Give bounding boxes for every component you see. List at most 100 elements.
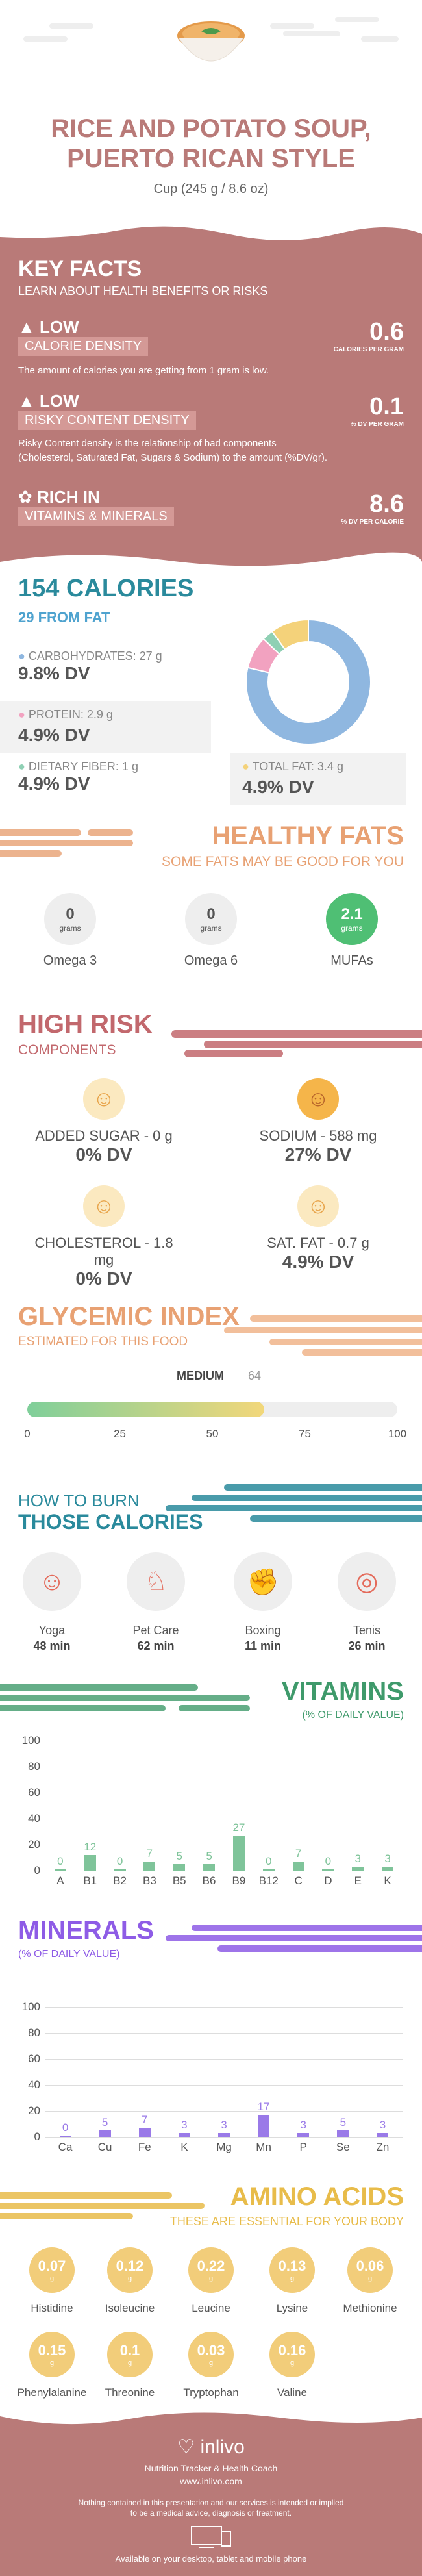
fat-dot-icon: ● <box>242 760 249 773</box>
donut-slice-carbs <box>245 618 371 745</box>
minerals-subtitle: (% OF DAILY VALUE) <box>18 1949 120 1960</box>
y-tick-label: 0 <box>34 2130 40 2143</box>
activity-time: 48 min <box>33 1639 71 1652</box>
footer-url[interactable]: www.inlivo.com <box>180 2476 242 2486</box>
fact-unit: % DV PER GRAM <box>350 421 404 428</box>
amino-bubble: 0.15 g <box>29 2332 75 2377</box>
smile-icon: ☺ <box>297 1078 339 1120</box>
fat-bubble: 0 grams <box>185 893 237 945</box>
activity-name: Yoga <box>38 1624 66 1637</box>
activity-time: 62 min <box>137 1639 175 1652</box>
fat-value: 0 <box>66 905 75 923</box>
risk-dv: 27% DV <box>284 1144 352 1165</box>
fact-desc: The amount of calories you are getting f… <box>18 365 269 376</box>
risk-dv: 4.9% DV <box>282 1252 354 1272</box>
amino-bubble: 0.22 g <box>188 2247 234 2293</box>
x-tick-label: B12 <box>258 1875 279 1887</box>
burn-title2: THOSE CALORIES <box>18 1510 203 1534</box>
bar-zn <box>377 2133 389 2137</box>
fat-value: 2.1 <box>341 905 363 923</box>
stripe-decoration <box>0 829 133 857</box>
leaf-icon: ✿ <box>18 487 32 507</box>
stripe-decoration <box>171 1030 422 1057</box>
fat-dv: 4.9% DV <box>242 777 314 797</box>
fat-name: Omega 3 <box>43 953 97 968</box>
glycemic-value: 64 <box>248 1369 262 1382</box>
bar-a <box>54 1869 66 1871</box>
risk-label: SAT. FAT - 0.7 g <box>267 1235 369 1251</box>
glycemic-track <box>27 1402 397 1417</box>
bar-value-label: 0 <box>57 1855 64 1867</box>
risk-sodium: ☺ SODIUM - 588 mg 27% DV <box>240 1078 396 1165</box>
bar-value-label: 3 <box>354 1852 361 1865</box>
bar-ca <box>59 2136 71 2137</box>
glycemic-fill <box>27 1402 264 1417</box>
fact-name: CALORIE DENSITY <box>18 337 149 356</box>
bar-value-label: 17 <box>257 2101 270 2113</box>
fact-value: 8.6 <box>369 490 404 518</box>
fact-vitamins: ✿ RICH IN VITAMINS & MINERALS <box>18 487 174 526</box>
burn-title1: HOW TO BURN <box>18 1491 140 1510</box>
carbs-label: CARBOHYDRATES: 27 g <box>28 650 162 663</box>
healthy-fats-title: HEALTHY FATS <box>212 822 404 850</box>
fact-value: 0.1 <box>369 393 404 420</box>
risk-cholesterol: ☺ CHOLESTEROL - 1.8 mg 0% DV <box>26 1185 182 1289</box>
protein-dot-icon: ● <box>18 708 25 721</box>
fact-unit: % DV PER CALORIE <box>341 518 404 525</box>
amino-bubble: 0.12 g <box>107 2247 153 2293</box>
fact-level: LOW <box>39 317 79 336</box>
glycemic-level: MEDIUM <box>177 1369 224 1382</box>
y-tick-label: 80 <box>28 2027 40 2039</box>
gridline <box>45 2137 403 2138</box>
glycemic-subtitle: ESTIMATED FOR THIS FOOD <box>18 1335 188 1348</box>
amino-value: 0.1 <box>119 2342 140 2358</box>
heart-icon: ♡ <box>177 2436 195 2458</box>
smile-icon: ☺ <box>83 1185 125 1227</box>
page-title-line1: RICE AND POTATO SOUP, <box>51 114 371 143</box>
y-tick-label: 20 <box>28 2104 40 2117</box>
bar-k <box>382 1867 394 1871</box>
calories-title: 154 CALORIES <box>18 575 194 602</box>
fiber-dot-icon: ● <box>18 760 25 773</box>
amino-bubble: 0.03 g <box>188 2332 234 2377</box>
bar-value-label: 12 <box>84 1841 97 1853</box>
amino-bubble: 0.16 g <box>269 2332 315 2377</box>
x-tick-label: C <box>294 1875 303 1887</box>
amino-name: Methionine <box>343 2302 397 2314</box>
bar-value-label: 7 <box>295 1847 302 1860</box>
bar-value-label: 7 <box>142 2114 148 2126</box>
carbs-dv: 9.8% DV <box>18 663 90 683</box>
wave-bottom <box>0 552 422 575</box>
bar-d <box>322 1869 334 1871</box>
calories-from-fat: 29 FROM FAT <box>18 609 110 625</box>
key-facts-subtitle: LEARN ABOUT HEALTH BENEFITS OR RISKS <box>18 284 268 297</box>
fact-level: LOW <box>39 391 79 410</box>
amino-subtitle: THESE ARE ESSENTIAL FOR YOUR BODY <box>169 2215 404 2228</box>
amino-name: Histidine <box>31 2302 73 2314</box>
glycemic-tick: 75 <box>299 1428 311 1440</box>
amino-value: 0.07 <box>38 2258 66 2274</box>
x-tick-label: Ca <box>58 2141 73 2153</box>
x-tick-label: B9 <box>232 1875 246 1887</box>
x-tick-label: Cu <box>97 2141 112 2153</box>
flame-icon: ▲ <box>18 317 35 336</box>
fact-value: 0.6 <box>369 318 404 346</box>
fact-risky-density: ▲ LOW RISKY CONTENT DENSITY Risky Conten… <box>18 391 327 465</box>
footer-disclaimer2: to be a medical advice, diagnosis or tre… <box>130 2508 292 2518</box>
bar-value-label: 0 <box>116 1855 123 1867</box>
bar-value-label: 5 <box>340 2116 347 2128</box>
glycemic-tick: 0 <box>24 1428 31 1440</box>
bar-value-label: 7 <box>146 1847 153 1860</box>
y-tick-label: 40 <box>28 1812 40 1825</box>
bar-value-label: 0 <box>62 2121 69 2134</box>
amino-title: AMINO ACIDS <box>230 2182 404 2211</box>
amino-value: 0.03 <box>197 2342 225 2358</box>
amino-value: 0.13 <box>278 2258 306 2274</box>
carbs-dot-icon: ● <box>18 650 25 663</box>
risk-dv: 0% DV <box>75 1269 132 1289</box>
protein-label: PROTEIN: 2.9 g <box>28 708 113 721</box>
vitamins-subtitle: (% OF DAILY VALUE) <box>302 1710 404 1721</box>
bar-c <box>292 1862 304 1871</box>
risk-label: SODIUM - 588 mg <box>259 1128 377 1144</box>
amino-bubble: 0.13 g <box>269 2247 315 2293</box>
